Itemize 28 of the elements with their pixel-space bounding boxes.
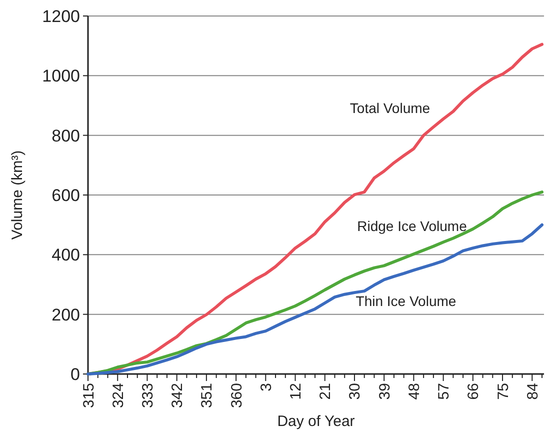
x-axis-title: Day of Year bbox=[277, 413, 355, 430]
y-tick-label: 1000 bbox=[42, 66, 80, 86]
y-tick-label: 200 bbox=[52, 305, 80, 324]
x-tick-label: 3 bbox=[258, 383, 275, 392]
x-tick-label: 351 bbox=[198, 383, 216, 408]
x-tick-label: 324 bbox=[110, 383, 127, 408]
x-tick-label: 360 bbox=[228, 383, 246, 408]
x-tick-label: 342 bbox=[169, 383, 186, 408]
x-tick-label: 66 bbox=[465, 383, 482, 400]
x-tick-label: 30 bbox=[346, 383, 364, 400]
y-tick-label: 0 bbox=[70, 364, 80, 384]
x-tick-label: 84 bbox=[524, 383, 542, 400]
series-label: Thin Ice Volume bbox=[356, 292, 456, 309]
x-tick-label: 315 bbox=[80, 383, 98, 408]
series-label: Total Volume bbox=[350, 100, 430, 116]
y-tick-label: 1200 bbox=[42, 6, 80, 26]
y-tick-label: 800 bbox=[52, 126, 80, 146]
series-label: Ridge Ice Volume bbox=[357, 218, 468, 234]
x-tick-label: 333 bbox=[139, 383, 156, 408]
x-tick-label: 12 bbox=[288, 383, 305, 400]
x-tick-label: 75 bbox=[494, 383, 512, 400]
x-tick-label: 57 bbox=[436, 383, 453, 400]
y-tick-label: 400 bbox=[52, 246, 80, 265]
y-tick-label: 600 bbox=[52, 186, 80, 205]
x-tick-label: 39 bbox=[376, 383, 394, 400]
x-tick-label: 21 bbox=[317, 383, 334, 400]
y-axis-title: Volume (km³) bbox=[9, 150, 26, 240]
x-tick-label: 48 bbox=[406, 383, 423, 400]
